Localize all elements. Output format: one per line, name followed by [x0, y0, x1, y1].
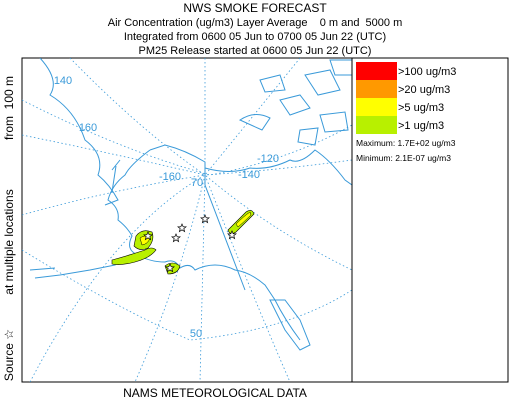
legend-label: >5 ug/m3	[398, 102, 444, 114]
subtitle: Air Concentration (ug/m3) Layer Average …	[108, 17, 403, 29]
subtitle: PM25 Release started at 0600 05 Jun 22 (…	[139, 45, 372, 57]
legend-label: >20 ug/m3	[398, 84, 450, 96]
graticule-label: 70	[191, 177, 203, 189]
legend: >100 ug/m3 >20 ug/m3 >5 ug/m3 >1 ug/m3 M…	[351, 57, 509, 383]
graticule-label: -160	[159, 171, 181, 183]
maximum: Maximum: 1.7E+02 ug/m3	[356, 138, 456, 148]
legend-frame	[351, 57, 509, 383]
graticule-label: 160	[79, 122, 97, 134]
side-label: from 100 m	[2, 76, 16, 140]
sources	[143, 214, 237, 273]
legend-label: >100 ug/m3	[398, 66, 456, 78]
legend-swatch	[356, 116, 397, 134]
legend-label: >1 ug/m3	[398, 120, 444, 132]
legend-swatch	[356, 98, 397, 116]
map-frame	[21, 57, 353, 383]
legend-swatch	[356, 80, 397, 98]
side-label: at multiple locations	[2, 189, 16, 294]
title: NWS SMOKE FORECAST	[183, 1, 327, 15]
minimum: Minimum: 2.1E-07 ug/m3	[356, 153, 451, 163]
map: 140 160 -160 70 -140 -120 50	[21, 57, 353, 383]
footer: NAMS METEOROLOGICAL DATA	[123, 386, 307, 400]
coastline	[29, 58, 352, 351]
subtitle: Integrated from 0600 05 Jun to 0700 05 J…	[124, 31, 386, 43]
legend-swatch	[356, 62, 397, 80]
graticule-label: 140	[54, 75, 72, 87]
graticule-label: 50	[190, 328, 202, 340]
side-label: Source ☆	[2, 329, 16, 381]
graticule-label: -140	[238, 169, 260, 181]
graticule-label: -120	[257, 153, 279, 165]
